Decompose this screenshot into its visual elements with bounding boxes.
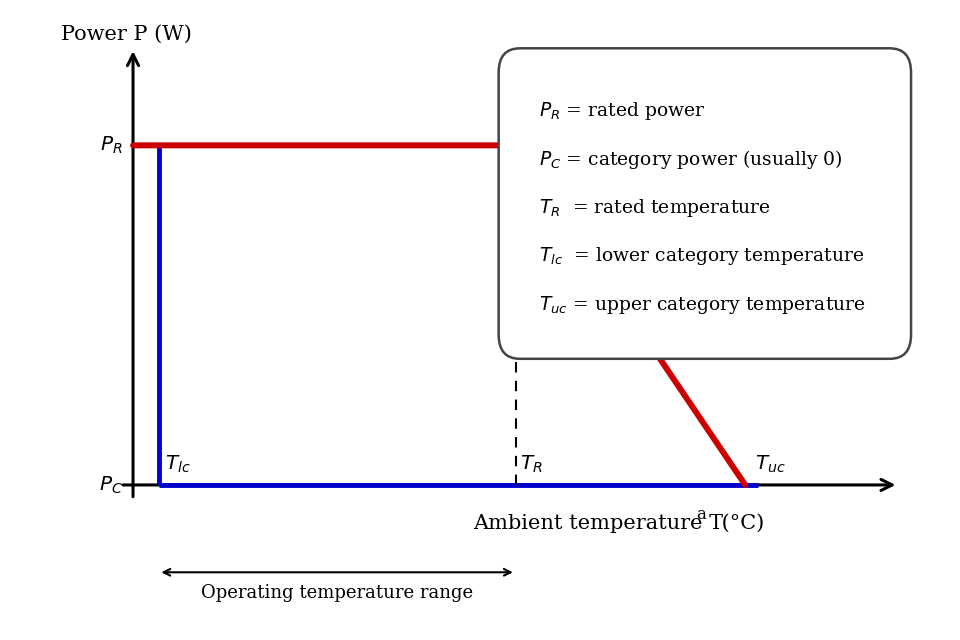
Text: $T_R$  = rated temperature: $T_R$ = rated temperature — [539, 196, 770, 219]
Text: $T_R$: $T_R$ — [520, 454, 542, 476]
Text: $T_{uc}$ = upper category temperature: $T_{uc}$ = upper category temperature — [539, 294, 865, 316]
FancyBboxPatch shape — [498, 48, 911, 359]
Text: Operating temperature range: Operating temperature range — [201, 584, 473, 602]
Text: $T_{lc}$: $T_{lc}$ — [165, 454, 191, 476]
Text: $P_C$ = category power (usually 0): $P_C$ = category power (usually 0) — [539, 148, 842, 172]
Text: $P_R$ = rated power: $P_R$ = rated power — [539, 100, 706, 122]
Text: $T_{lc}$  = lower category temperature: $T_{lc}$ = lower category temperature — [539, 245, 864, 268]
Text: $P_C$: $P_C$ — [99, 474, 123, 495]
Text: a: a — [696, 506, 706, 524]
Text: $T_{uc}$: $T_{uc}$ — [756, 454, 786, 476]
Text: $P_R$: $P_R$ — [100, 134, 123, 156]
Text: (°C): (°C) — [715, 514, 765, 533]
Text: Ambient temperature T: Ambient temperature T — [473, 514, 723, 533]
Text: Power P (W): Power P (W) — [60, 24, 192, 44]
